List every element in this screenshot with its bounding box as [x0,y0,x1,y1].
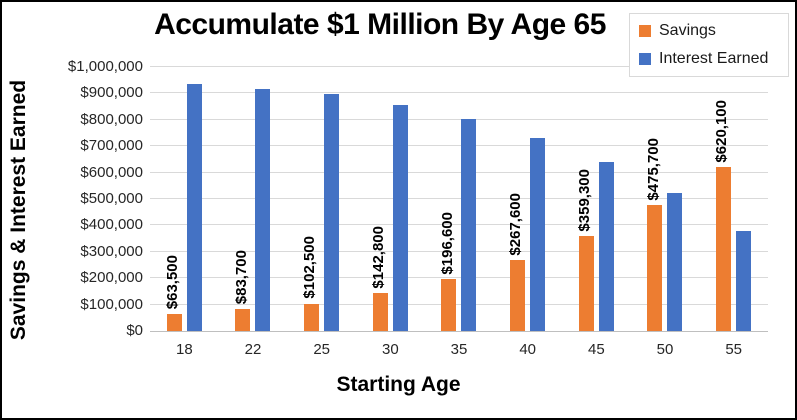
interest-earned-swatch-icon [639,53,651,65]
gridline [150,66,768,67]
bar-savings-50 [647,205,663,331]
data-label-savings-18: $63,500 [164,255,181,310]
y-tick-label: $0 [126,322,143,339]
gridline [150,303,768,305]
data-label-savings-40: $267,600 [507,192,525,256]
data-label-savings-30: $142,800 [370,225,387,289]
y-axis-tick-labels: $0 $100,000 $200,000 $300,000 $400,000 $500,0… [2,2,143,418]
gridline [150,250,768,252]
gridline [150,224,768,226]
bar-group-22: $83,700 [219,67,288,331]
bar-interest-earned-40 [530,137,546,331]
bar-savings-18 [166,314,182,331]
bar-group-30: $142,800 [356,67,425,331]
bar-interest-earned-35 [461,118,477,331]
data-label-savings-22: $83,700 [232,249,250,304]
bar-savings-35 [441,279,457,331]
data-label-savings-25: $102,500 [301,236,319,299]
legend-item-interest-earned: Interest Earned [639,50,779,68]
savings-swatch-icon [639,25,651,37]
data-label-savings-35: $196,600 [438,211,456,275]
plot-area: $63,500 $83,700 $102,500 $142,800 $196,600 $2… [150,66,768,332]
bar-savings-45 [578,236,594,331]
bar-group-25: $102,500 [287,67,356,331]
data-label-savings-45: $359,300 [576,168,593,232]
bar-interest-earned-30 [392,104,408,331]
y-tick-label: $400,000 [80,216,143,234]
y-tick-label: $1,000,000 [67,58,143,75]
x-tick-label-45: 45 [587,341,605,358]
x-tick-label-55: 55 [725,341,742,358]
gridline [150,171,768,173]
data-label-savings-50: $475,700 [644,137,662,201]
y-tick-label: $800,000 [80,110,143,128]
bar-group-50: $475,700 [631,67,700,331]
y-tick-label: $200,000 [80,269,143,287]
bar-group-55: $620,100 [699,67,768,331]
x-tick-label-40: 40 [519,341,536,358]
bar-group-18: $63,500 [150,67,219,331]
bar-interest-earned-25 [324,94,340,331]
bar-interest-earned-22 [255,89,271,331]
bar-interest-earned-45 [598,161,614,331]
y-tick-label: $600,000 [80,163,143,181]
x-tick-label-50: 50 [656,341,674,358]
chart-title: Accumulate $1 Million By Age 65 [154,8,606,41]
y-tick-label: $100,000 [80,295,143,313]
x-tick-label-25: 25 [313,341,330,358]
gridline [150,277,768,279]
gridline [150,118,768,120]
legend-label-savings: Savings [659,22,716,39]
bar-group-35: $196,600 [425,67,494,331]
legend-item-savings: Savings [639,22,779,40]
gridline [150,92,768,94]
x-tick-label-18: 18 [175,341,193,358]
x-tick-label-22: 22 [244,341,262,358]
x-tick-label-30: 30 [381,341,399,358]
data-label-savings-55: $620,100 [713,99,731,163]
bar-group-45: $359,300 [562,67,631,331]
y-tick-label: $700,000 [80,137,143,155]
gridline [150,145,768,147]
legend: Savings Interest Earned [629,13,789,77]
bar-group-40: $267,600 [493,67,562,331]
bar-savings-55 [716,167,732,331]
bar-savings-40 [510,260,526,331]
legend-label-interest-earned: Interest Earned [659,50,769,67]
y-tick-label: $900,000 [80,84,143,102]
bar-interest-earned-55 [736,230,752,331]
x-tick-label-35: 35 [450,341,468,358]
y-tick-label: $300,000 [80,242,143,260]
gridline [150,198,768,199]
bar-interest-earned-18 [186,83,202,331]
bar-savings-30 [372,293,388,331]
bar-interest-earned-50 [667,192,683,331]
x-axis-title: Starting Age [336,373,461,396]
x-axis-tick-labels: 18 22 25 30 35 40 45 50 55 [150,341,768,359]
bar-savings-22 [235,308,251,331]
y-tick-label: $500,000 [80,190,143,207]
bar-savings-25 [304,303,320,331]
